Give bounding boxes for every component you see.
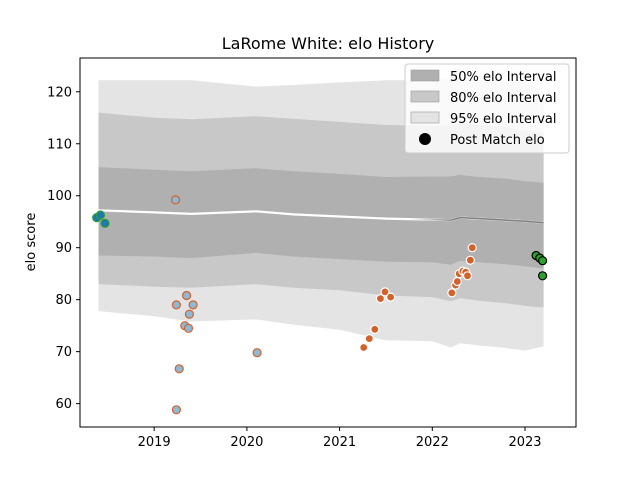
data-point — [252, 348, 262, 358]
x-tick-label: 2023 — [508, 435, 541, 450]
data-point — [370, 324, 380, 334]
data-point — [386, 292, 396, 302]
legend-box — [404, 63, 570, 154]
y-tick-label: 120 — [47, 85, 72, 100]
y-tick-label: 90 — [55, 241, 72, 256]
y-axis: 60 70 80 90 100 110 120 — [47, 85, 80, 412]
data-point — [364, 334, 374, 344]
y-tick-label: 70 — [55, 345, 72, 360]
x-tick-label: 2020 — [230, 435, 263, 450]
legend-label: 95% elo Interval — [450, 112, 557, 127]
data-point — [170, 195, 181, 205]
y-tick-label: 110 — [47, 137, 72, 152]
data-point — [171, 300, 181, 310]
chart-title: LaRome White: elo History — [222, 34, 435, 53]
data-point — [183, 323, 194, 333]
legend-label: 50% elo Interval — [450, 70, 557, 85]
plot-frame — [79, 57, 577, 428]
legend-swatch — [410, 69, 440, 82]
legend-label: 80% elo Interval — [450, 91, 557, 106]
x-tick-label: 2021 — [323, 435, 356, 450]
y-tick-label: 60 — [55, 397, 72, 412]
y-tick-label: 80 — [55, 293, 72, 308]
data-point — [359, 342, 369, 353]
x-tick-label: 2019 — [138, 435, 171, 450]
legend-marker — [419, 133, 431, 145]
data-point — [467, 243, 477, 253]
legend-swatch — [410, 90, 440, 103]
data-point — [375, 294, 385, 304]
legend-swatch — [410, 111, 440, 124]
data-point — [537, 256, 548, 266]
data-point — [380, 287, 390, 297]
post-match-points — [92, 195, 548, 415]
data-point — [462, 271, 473, 281]
data-point — [182, 290, 192, 301]
data-point — [537, 271, 548, 281]
legend-label: Post Match elo — [450, 133, 545, 148]
y-tick-label: 100 — [47, 189, 72, 204]
data-point — [184, 309, 194, 319]
data-point — [447, 288, 457, 298]
band-50 — [98, 167, 544, 269]
data-point — [95, 210, 106, 220]
data-point — [188, 300, 198, 310]
legend: 50% elo Interval 80% elo Interval 95% elo … — [404, 63, 570, 154]
data-point — [174, 364, 184, 374]
data-point — [452, 276, 462, 287]
y-axis-label: elo score — [24, 213, 39, 272]
x-axis: 2019 2020 2021 2022 2023 — [138, 427, 542, 450]
mean-elo-line — [98, 209, 544, 224]
data-point — [100, 218, 110, 228]
data-point — [171, 405, 181, 415]
mean-line-dark — [98, 209, 544, 224]
data-point — [465, 255, 475, 265]
x-tick-label: 2022 — [416, 435, 449, 450]
